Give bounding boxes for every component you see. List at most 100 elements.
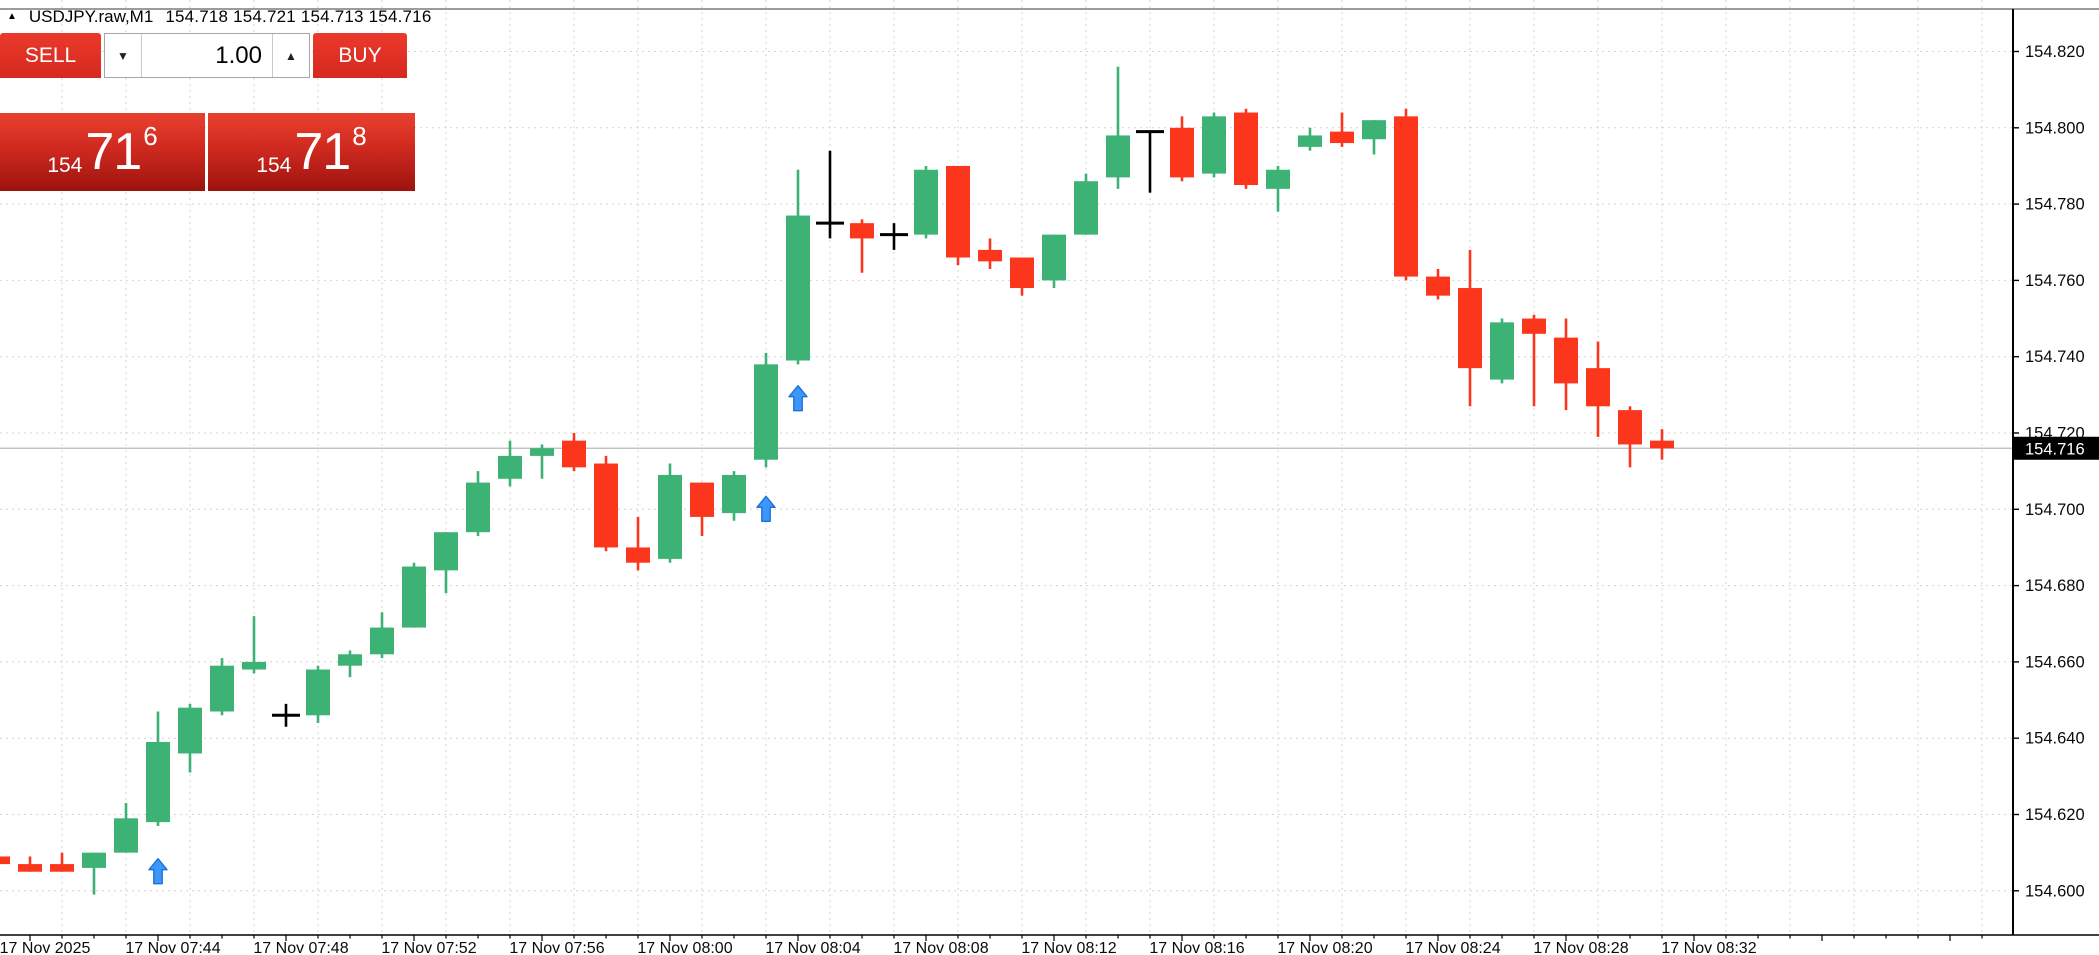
candle-body-down (1458, 288, 1482, 369)
price-axis-label: 154.680 (2025, 577, 2085, 595)
time-axis-label: 17 Nov 08:32 (1661, 940, 1756, 955)
price-axis-label: 154.660 (2025, 653, 2085, 671)
candle-body-up (402, 566, 426, 628)
candle-body-down (946, 165, 970, 258)
buy-price-box[interactable]: 154 71 8 (208, 113, 415, 191)
candle-body-up (114, 818, 138, 853)
chart-ohlc-values: 154.718 154.721 154.713 154.716 (165, 7, 432, 26)
price-axis-label: 154.740 (2025, 348, 2085, 366)
candle-body-down (18, 864, 42, 872)
candle-body-up (178, 707, 202, 754)
candle-body-up (754, 364, 778, 460)
candle-body-down (1170, 127, 1194, 178)
time-axis-label: 17 Nov 08:08 (893, 940, 988, 955)
candle-body-up (242, 661, 266, 670)
sell-price-main: 71 (85, 123, 142, 181)
price-axis-label: 154.820 (2025, 43, 2085, 61)
candle-body-down (1394, 116, 1418, 277)
volume-spinner: ▼ 1.00 ▲ (104, 33, 310, 78)
candle-body-up (914, 169, 938, 235)
candle-body-up (1042, 234, 1066, 281)
chart-symbol-period: USDJPY.raw,M1 (28, 7, 154, 26)
candle-body-up (82, 852, 106, 868)
candle-body-up (1490, 322, 1514, 380)
price-axis-label: 154.700 (2025, 501, 2085, 519)
sell-price-prefix: 154 (47, 154, 83, 177)
buy-arrow-icon (788, 384, 808, 412)
time-axis-label: 17 Nov 08:24 (1405, 940, 1500, 955)
candle-body-down (1618, 410, 1642, 445)
candle-body-down (1010, 257, 1034, 289)
candle-body-down (978, 249, 1002, 262)
sell-price-sup: 6 (143, 121, 158, 151)
candle-body-down (1330, 131, 1354, 144)
price-axis-label: 154.760 (2025, 272, 2085, 290)
candle-body-up (658, 474, 682, 559)
time-axis-label: 17 Nov 07:56 (509, 940, 604, 955)
candle-body-down (850, 223, 874, 239)
time-axis-label: 17 Nov 08:20 (1277, 940, 1372, 955)
time-axis-label: 17 Nov 08:04 (765, 940, 860, 955)
candle-body-up (370, 627, 394, 655)
candle-body-down (1522, 318, 1546, 334)
sell-price-box[interactable]: 154 71 6 (0, 113, 205, 191)
candle-body-down (594, 463, 618, 548)
volume-decrease-button[interactable]: ▼ (105, 34, 142, 77)
candle-body-down (50, 864, 74, 872)
time-axis-label: 17 Nov 08:12 (1021, 940, 1116, 955)
sell-button[interactable]: SELL (0, 33, 101, 78)
price-axis-label: 154.600 (2025, 882, 2085, 900)
candle-body-down (1426, 276, 1450, 296)
last-price-tag-value: 154.716 (2025, 440, 2085, 458)
buy-arrow-icon (756, 495, 776, 522)
candle-body-up (530, 448, 554, 456)
candle-body-up (306, 669, 330, 716)
time-axis-label: 17 Nov 07:48 (253, 940, 348, 955)
collapse-panel-icon[interactable]: ▲ (7, 10, 17, 22)
candle-body-up (1362, 120, 1386, 140)
candle-body-down (1650, 440, 1674, 449)
candle-body-down (562, 440, 586, 468)
time-axis-label: 17 Nov 08:00 (637, 940, 732, 955)
candle-body-down (690, 482, 714, 517)
price-axis-label: 154.620 (2025, 806, 2085, 824)
candle-body-up (1298, 135, 1322, 147)
candle-body-up (466, 482, 490, 533)
time-axis-label: 17 Nov 07:44 (125, 940, 220, 955)
volume-input[interactable]: 1.00 (215, 41, 262, 69)
buy-price-main: 71 (294, 123, 351, 181)
buy-button[interactable]: BUY (313, 33, 407, 78)
candle-body-down (1586, 368, 1610, 407)
candle-body-up (1074, 181, 1098, 235)
chart-title-bar: ▲ USDJPY.raw,M1 154.718 154.721 154.713 … (7, 7, 432, 27)
candle-body-up (146, 742, 170, 823)
buy-price-sup: 8 (352, 121, 367, 151)
candle-body-up (498, 455, 522, 479)
candle-body-up (338, 654, 362, 666)
buy-arrow-icon (148, 858, 168, 885)
time-axis-label: 17 Nov 07:52 (381, 940, 476, 955)
candle-body-down (1554, 337, 1578, 384)
one-click-trading-panel: SELL ▼ 1.00 ▲ BUY 154 71 6 154 71 8 (0, 33, 420, 191)
price-axis-label: 154.800 (2025, 119, 2085, 137)
price-axis-label: 154.640 (2025, 730, 2085, 748)
candle-body-down (626, 547, 650, 563)
candle-body-up (434, 532, 458, 571)
price-axis-label: 154.780 (2025, 196, 2085, 214)
buy-price-prefix: 154 (256, 154, 292, 177)
candle-body-down (0, 856, 10, 865)
candle-body-up (1266, 169, 1290, 189)
candle-body-down (1234, 112, 1258, 186)
candle-body-up (1202, 116, 1226, 174)
candle-body-up (1106, 135, 1130, 178)
candle-body-up (210, 665, 234, 712)
volume-increase-button[interactable]: ▲ (272, 34, 309, 77)
candle-body-up (722, 474, 746, 514)
candle-body-up (786, 215, 810, 361)
time-axis-label: 17 Nov 08:28 (1533, 940, 1628, 955)
time-axis-label: 17 Nov 2025 (0, 940, 90, 955)
last-price-tag (2014, 436, 2099, 460)
time-axis-label: 17 Nov 08:16 (1149, 940, 1244, 955)
